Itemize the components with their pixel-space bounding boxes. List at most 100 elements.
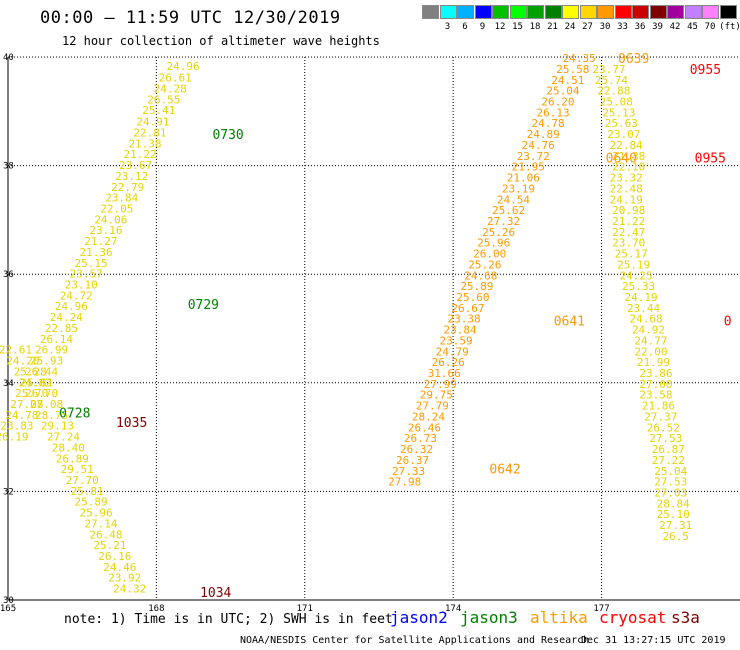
wave-height-value: 24.25 [620, 269, 653, 282]
wave-height-value: 24.19 [625, 291, 658, 304]
longitude-label: 171 [297, 604, 313, 614]
wave-height-value: 26.55 [147, 93, 180, 106]
wave-height-value: 27.03 [654, 486, 687, 499]
color-scale-label: 33 [617, 22, 628, 32]
wave-height-value: 23.16 [89, 224, 122, 237]
longitude-label: 174 [445, 604, 461, 614]
wave-height-value: 21.06 [507, 172, 540, 185]
wave-height-value: 21.38 [612, 150, 645, 163]
wave-height-value: 26.37 [396, 454, 429, 467]
wave-height-value: 21.36 [79, 246, 112, 259]
color-scale-label: 9 [479, 22, 486, 32]
wave-height-value: 26.52 [647, 421, 680, 434]
wave-height-value: 25.58 [556, 63, 589, 76]
wave-height-value: 22.81 [133, 126, 166, 139]
satellite-altika: altika [530, 608, 588, 627]
wave-height-value: 25.28 [14, 365, 47, 378]
wave-height-value: 27.33 [392, 465, 425, 478]
wave-height-value: 26.46 [408, 421, 441, 434]
footer-credit: NOAA/NESDIS Center for Satellite Applica… [240, 635, 590, 646]
wave-height-value: 25.33 [622, 280, 655, 293]
wave-height-value: 24.54 [497, 193, 530, 206]
wave-height-value: 25.60 [456, 291, 489, 304]
longitude-label: 165 [0, 604, 16, 614]
wave-height-value: 24.96 [55, 300, 88, 313]
wave-height-value: 27.37 [644, 410, 677, 423]
track-c: 24.3525.5824.5125.0426.2026.1324.7824.89… [388, 52, 596, 489]
wave-height-value: 27.08 [10, 398, 43, 411]
wave-height-value: 24.92 [632, 324, 665, 337]
color-scale-swatch [509, 5, 527, 19]
pass-time-label: 0 [724, 314, 732, 329]
wave-height-value: 25.81 [71, 485, 104, 498]
wave-height-value: 21.86 [642, 400, 675, 413]
color-scale-label: 12 [494, 22, 506, 32]
wave-height-value: 23.32 [610, 172, 643, 185]
wave-height-value: 24.19 [610, 193, 643, 206]
wave-height-value: 23.86 [639, 367, 672, 380]
color-scale-swatch [439, 5, 457, 19]
wave-height-value: 27.98 [388, 476, 421, 489]
wave-height-value: 24.82 [19, 376, 52, 389]
wave-height-value: 21.95 [512, 161, 545, 174]
color-scale-label: 24 [564, 22, 576, 32]
pass-time-label: 0642 [489, 463, 520, 478]
wave-height-value: 24.72 [60, 289, 93, 302]
wave-height-value: 26.20 [541, 96, 574, 109]
wave-height-value: 29.13 [41, 420, 74, 433]
color-scale-label: 36 [634, 22, 646, 32]
wave-height-value: 25.08 [600, 96, 633, 109]
latitude-label: 38 [3, 162, 14, 172]
wave-height-value: 27.31 [659, 519, 692, 532]
wave-height-value: 21.38 [128, 137, 161, 150]
wave-height-value: 26.44 [25, 365, 58, 378]
wave-height-value: 23.44 [627, 302, 660, 315]
wave-height-value: 24.20 [6, 355, 39, 368]
wave-height-value: 25.74 [595, 74, 628, 87]
wave-height-value: 26.87 [652, 443, 685, 456]
wave-height-value: 25.21 [93, 539, 126, 552]
wave-height-value: 22.85 [45, 322, 78, 335]
wave-height-value: 23.92 [108, 572, 141, 585]
wave-height-value: 25.89 [460, 280, 493, 293]
pass-time-label: 0728 [59, 407, 90, 422]
wave-height-value: 25.15 [75, 257, 108, 270]
longitude-label: 168 [148, 604, 164, 614]
wave-height-value: 25.04 [546, 85, 579, 98]
satellite-jason2: jason2 [390, 608, 448, 627]
color-scale-swatch [457, 5, 474, 19]
wave-height-value: 25.89 [75, 496, 108, 509]
wave-height-value: 27.79 [416, 400, 449, 413]
wave-height-value: 25.81 [20, 376, 53, 389]
wave-height-value: 27.53 [649, 432, 682, 445]
wave-height-value: 26.14 [40, 333, 73, 346]
latitude-label: 34 [3, 379, 14, 389]
track-d: 23.7725.7422.8825.0825.1325.6323.0722.84… [592, 63, 692, 543]
color-scale-label: 30 [599, 22, 611, 32]
wave-height-value: 24.28 [154, 82, 187, 95]
satellite-cryosat: cryosat [599, 608, 667, 627]
wave-height-value: 21.22 [123, 148, 156, 161]
wave-height-value: 26.48 [89, 528, 122, 541]
wave-height-value: 22.79 [111, 181, 144, 194]
axis-labels: 165 168 171 174 177 40 38 36 34 32 30 [0, 53, 610, 614]
footer-note: note: 1) Time is in UTC; 2) SWH is in fe… [64, 612, 393, 627]
wave-height-value: 31.66 [428, 367, 461, 380]
wave-height-value: 23.77 [592, 63, 625, 76]
wave-height-value: 24.51 [551, 74, 584, 87]
wave-height-value: 24.77 [634, 334, 667, 347]
wave-height-value: 22.84 [610, 139, 643, 152]
wave-height-value: 29.51 [61, 463, 94, 476]
wave-height-value: 24.79 [436, 345, 469, 358]
wave-height-value: 28.24 [412, 410, 445, 423]
wave-height-value: 24.32 [113, 583, 146, 596]
latitude-label: 36 [3, 270, 14, 280]
wave-height-value: 27.32 [487, 215, 520, 228]
wave-height-value: 23.57 [70, 268, 103, 281]
page-subtitle: 12 hour collection of altimeter wave hei… [62, 34, 380, 48]
color-scale-swatch [614, 5, 632, 19]
wave-height-value: 21.99 [637, 356, 670, 369]
wave-height-value: 22.47 [612, 226, 645, 239]
footer-timestamp: Dec 31 13:27:15 UTC 2019 [581, 635, 726, 646]
wave-height-value: 26.99 [35, 344, 68, 357]
